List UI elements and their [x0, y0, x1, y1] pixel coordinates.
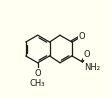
Text: O: O	[79, 32, 85, 41]
Text: CH₃: CH₃	[30, 79, 45, 88]
Text: O: O	[84, 50, 90, 59]
Text: NH₂: NH₂	[84, 63, 100, 72]
Text: O: O	[34, 69, 41, 78]
